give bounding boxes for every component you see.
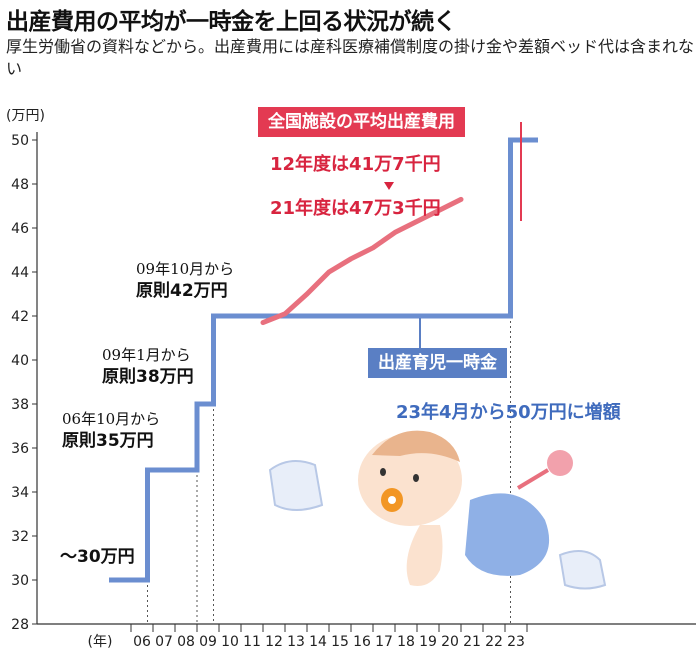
baby-arm [406,525,443,586]
x-tick-label: 23 [507,634,525,650]
x-tick-label: 11 [243,634,261,650]
annotation-38: 09年1月から 原則38万円 [102,346,194,387]
series-lump-sum-line [109,137,538,583]
y-tick-label: 42 [11,309,29,325]
x-tick-label: 12 [265,634,283,650]
x-tick-label: 22 [485,634,503,650]
baby-hair [372,430,460,462]
x-axis-label: (年) [88,634,113,650]
annotation-35: 06年10月から 原則35万円 [62,410,161,451]
x-tick-label: 13 [287,634,305,650]
baby-illustration [268,430,607,590]
x-tick-label: 06 [133,634,151,650]
y-tick-label: 30 [11,573,29,589]
y-tick-label: 34 [11,485,29,501]
x-tick-label: 18 [397,634,415,650]
y-tick-label: 48 [11,177,29,193]
x-tick-label: 21 [463,634,481,650]
page-title: 出産費用の平均が一時金を上回る状況が続く [6,9,457,35]
pacifier-hole [388,496,396,504]
y-tick-label: 28 [11,617,29,633]
y-tick-label: 44 [11,265,29,281]
x-tick-label: 10 [221,634,239,650]
y-tick-label: 36 [11,441,29,457]
x-tick-label: 07 [155,634,173,650]
avg-cost-2012: 12年度は41万7千円 [270,154,441,175]
baby-sock-left [268,460,324,511]
x-tick-label: 09 [199,634,217,650]
y-tick-label: 40 [11,353,29,369]
x-tick-label: 17 [375,634,393,650]
avg-cost-label-box: 全国施設の平均出産費用 [258,107,465,137]
x-tick-label: 16 [353,634,371,650]
series-avg-cost-line [260,196,464,326]
y-tick-label: 46 [11,221,29,237]
y-tick-label: 50 [11,133,29,149]
page-subtitle: 厚生労働省の資料などから。出産費用には産科医療補償制度の掛け金や差額ベッド代は含… [6,37,695,78]
rattle-icon [547,450,573,476]
avg-cost-2021: 21年度は47万3千円 [270,198,441,219]
lump-sum-note: 23年4月から50万円に増額 [396,402,621,423]
baby-eye [413,474,419,482]
lump-sum-label-box: 出産育児一時金 [368,348,507,378]
y-tick-label: 38 [11,397,29,413]
x-tick-label: 15 [331,634,349,650]
y-axis-unit: (万円) [6,108,45,124]
x-tick-label: 19 [419,634,437,650]
x-tick-label: 08 [177,634,195,650]
annotation-30: 〜30万円 [60,547,135,567]
rattle-handle [516,468,550,490]
x-tick-label: 20 [441,634,459,650]
y-tick-label: 32 [11,529,29,545]
baby-sock-right [558,550,607,590]
annotation-42: 09年10月から 原則42万円 [136,260,235,301]
baby-eye [380,468,386,476]
baby-body [465,493,550,576]
x-tick-label: 14 [309,634,327,650]
down-arrow-icon [384,182,394,190]
